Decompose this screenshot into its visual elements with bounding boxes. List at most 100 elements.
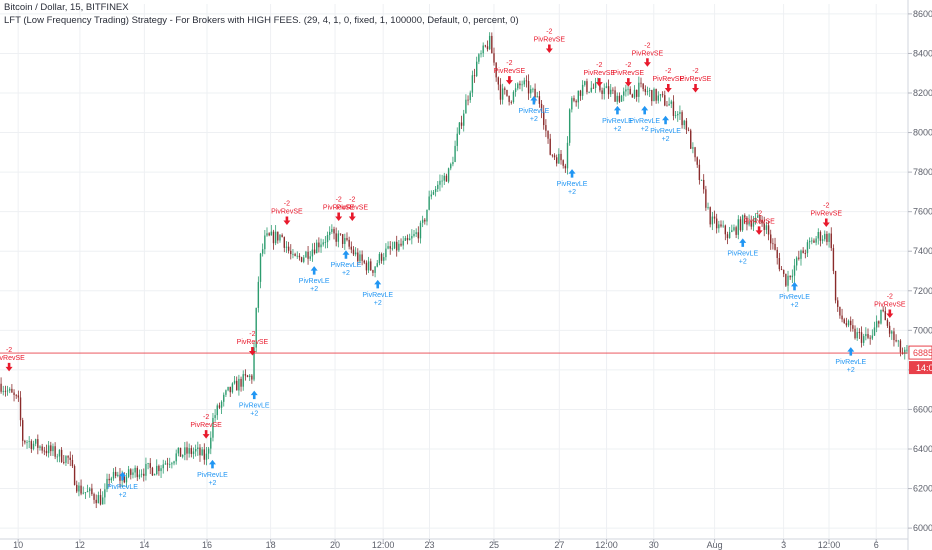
y-tick-label: 6000.0 xyxy=(913,523,932,533)
candle-body xyxy=(145,463,147,476)
y-tick-label: 7200.0 xyxy=(913,286,932,296)
candle-body xyxy=(465,99,467,114)
up-arrow-icon xyxy=(662,115,670,125)
candle-body xyxy=(625,89,627,92)
candle-body xyxy=(89,488,91,492)
candle-body xyxy=(244,374,247,376)
candle-body xyxy=(236,380,238,391)
down-arrow-icon xyxy=(664,84,672,93)
candle-body xyxy=(166,463,169,465)
candle-body xyxy=(357,252,359,262)
down-arrow-icon xyxy=(624,78,632,87)
y-tick-label: 7600.0 xyxy=(913,207,932,217)
candle-body xyxy=(277,231,279,241)
candle-body xyxy=(432,192,435,195)
candle-body xyxy=(828,233,830,242)
candle-body xyxy=(389,246,391,249)
up-arrow-icon xyxy=(310,266,318,275)
grid-lines xyxy=(0,4,908,538)
candle-body xyxy=(318,242,320,248)
candle-body xyxy=(80,485,82,494)
candle-body xyxy=(0,383,2,392)
candle-body xyxy=(337,233,340,242)
candle-body xyxy=(93,494,95,500)
candle-body xyxy=(359,254,361,262)
candle-body xyxy=(858,332,861,333)
price-tag-box xyxy=(908,345,932,360)
up-arrow-icon xyxy=(739,238,747,247)
candle-body xyxy=(223,394,225,402)
candle-body xyxy=(227,386,229,391)
candle-body xyxy=(300,257,303,262)
candle-body xyxy=(324,242,327,243)
candle-body xyxy=(469,92,471,101)
candle-body xyxy=(679,112,681,114)
candle-body xyxy=(826,233,828,242)
x-tick-label: 23 xyxy=(424,540,434,550)
time-axis[interactable]: 10 12 14 16 18 20 12:00 23 25 27 12:00 30 Aug 3 12:00 6 xyxy=(0,538,908,550)
down-arrow-icon xyxy=(248,347,256,356)
candle-body xyxy=(279,234,281,241)
y-tick-label: 6400.0 xyxy=(913,444,932,454)
candle-body xyxy=(795,257,798,266)
candle-body xyxy=(346,238,348,240)
candle-body xyxy=(601,90,603,94)
long-signal-label: PivRevLE xyxy=(557,181,588,188)
candle-body xyxy=(348,239,350,247)
candle-body xyxy=(852,325,854,329)
candle-body xyxy=(361,254,363,261)
candle-body xyxy=(709,207,711,225)
candle-body xyxy=(24,440,26,443)
candle-body xyxy=(452,162,454,165)
candle-body xyxy=(17,395,20,398)
candle-body xyxy=(635,89,638,97)
candle-body xyxy=(501,88,504,100)
candle-body xyxy=(333,229,335,234)
candle-body xyxy=(499,84,502,100)
candle-body xyxy=(272,231,275,244)
candle-body xyxy=(63,461,65,463)
y-tick-label: 8600.0 xyxy=(913,9,932,19)
price-axis[interactable]: 6000.06200.06400.06600.06800.07000.07200… xyxy=(907,0,932,550)
long-signal-label: PivRevLE xyxy=(727,250,758,257)
candle-body xyxy=(367,261,370,271)
candle-body xyxy=(754,217,757,223)
candle-body xyxy=(519,83,521,86)
candle-body xyxy=(782,269,785,274)
up-arrow-icon xyxy=(641,105,649,115)
up-arrow-icon xyxy=(250,390,258,400)
candle-body xyxy=(37,439,39,448)
candle-body xyxy=(184,447,186,455)
candle-body xyxy=(488,35,491,50)
short-signal-qty: -2 xyxy=(665,68,671,75)
candle-body xyxy=(374,266,376,273)
y-tick-label: 7800.0 xyxy=(913,167,932,177)
candle-body xyxy=(759,215,761,221)
short-signal-label: PivRevSE xyxy=(653,76,685,83)
strategy-title[interactable]: LFT (Low Frequency Trading) Strategy - F… xyxy=(4,15,519,26)
countdown-tag-box xyxy=(909,361,932,375)
candle-body xyxy=(101,497,104,505)
candle-body xyxy=(123,476,126,483)
price-tags: 6885.0 14:00 xyxy=(908,345,932,375)
candle-body xyxy=(746,217,748,225)
candle-body xyxy=(173,461,175,464)
long-signal: PivRevLE+2 xyxy=(239,390,270,418)
candle-body xyxy=(752,222,755,227)
candle-body xyxy=(867,334,869,338)
long-signal: PivRevLE+2 xyxy=(331,250,362,277)
candle-body xyxy=(28,441,30,442)
up-arrow-icon xyxy=(119,471,127,481)
long-signal-label: PivRevLE xyxy=(362,292,393,299)
candle-body xyxy=(456,133,458,146)
candle-body xyxy=(56,456,58,458)
candle-body xyxy=(97,495,100,504)
candle-body xyxy=(220,401,223,408)
candle-body xyxy=(525,80,528,82)
candle-body xyxy=(134,467,136,473)
candle-body xyxy=(610,89,612,95)
candle-body xyxy=(52,446,54,452)
